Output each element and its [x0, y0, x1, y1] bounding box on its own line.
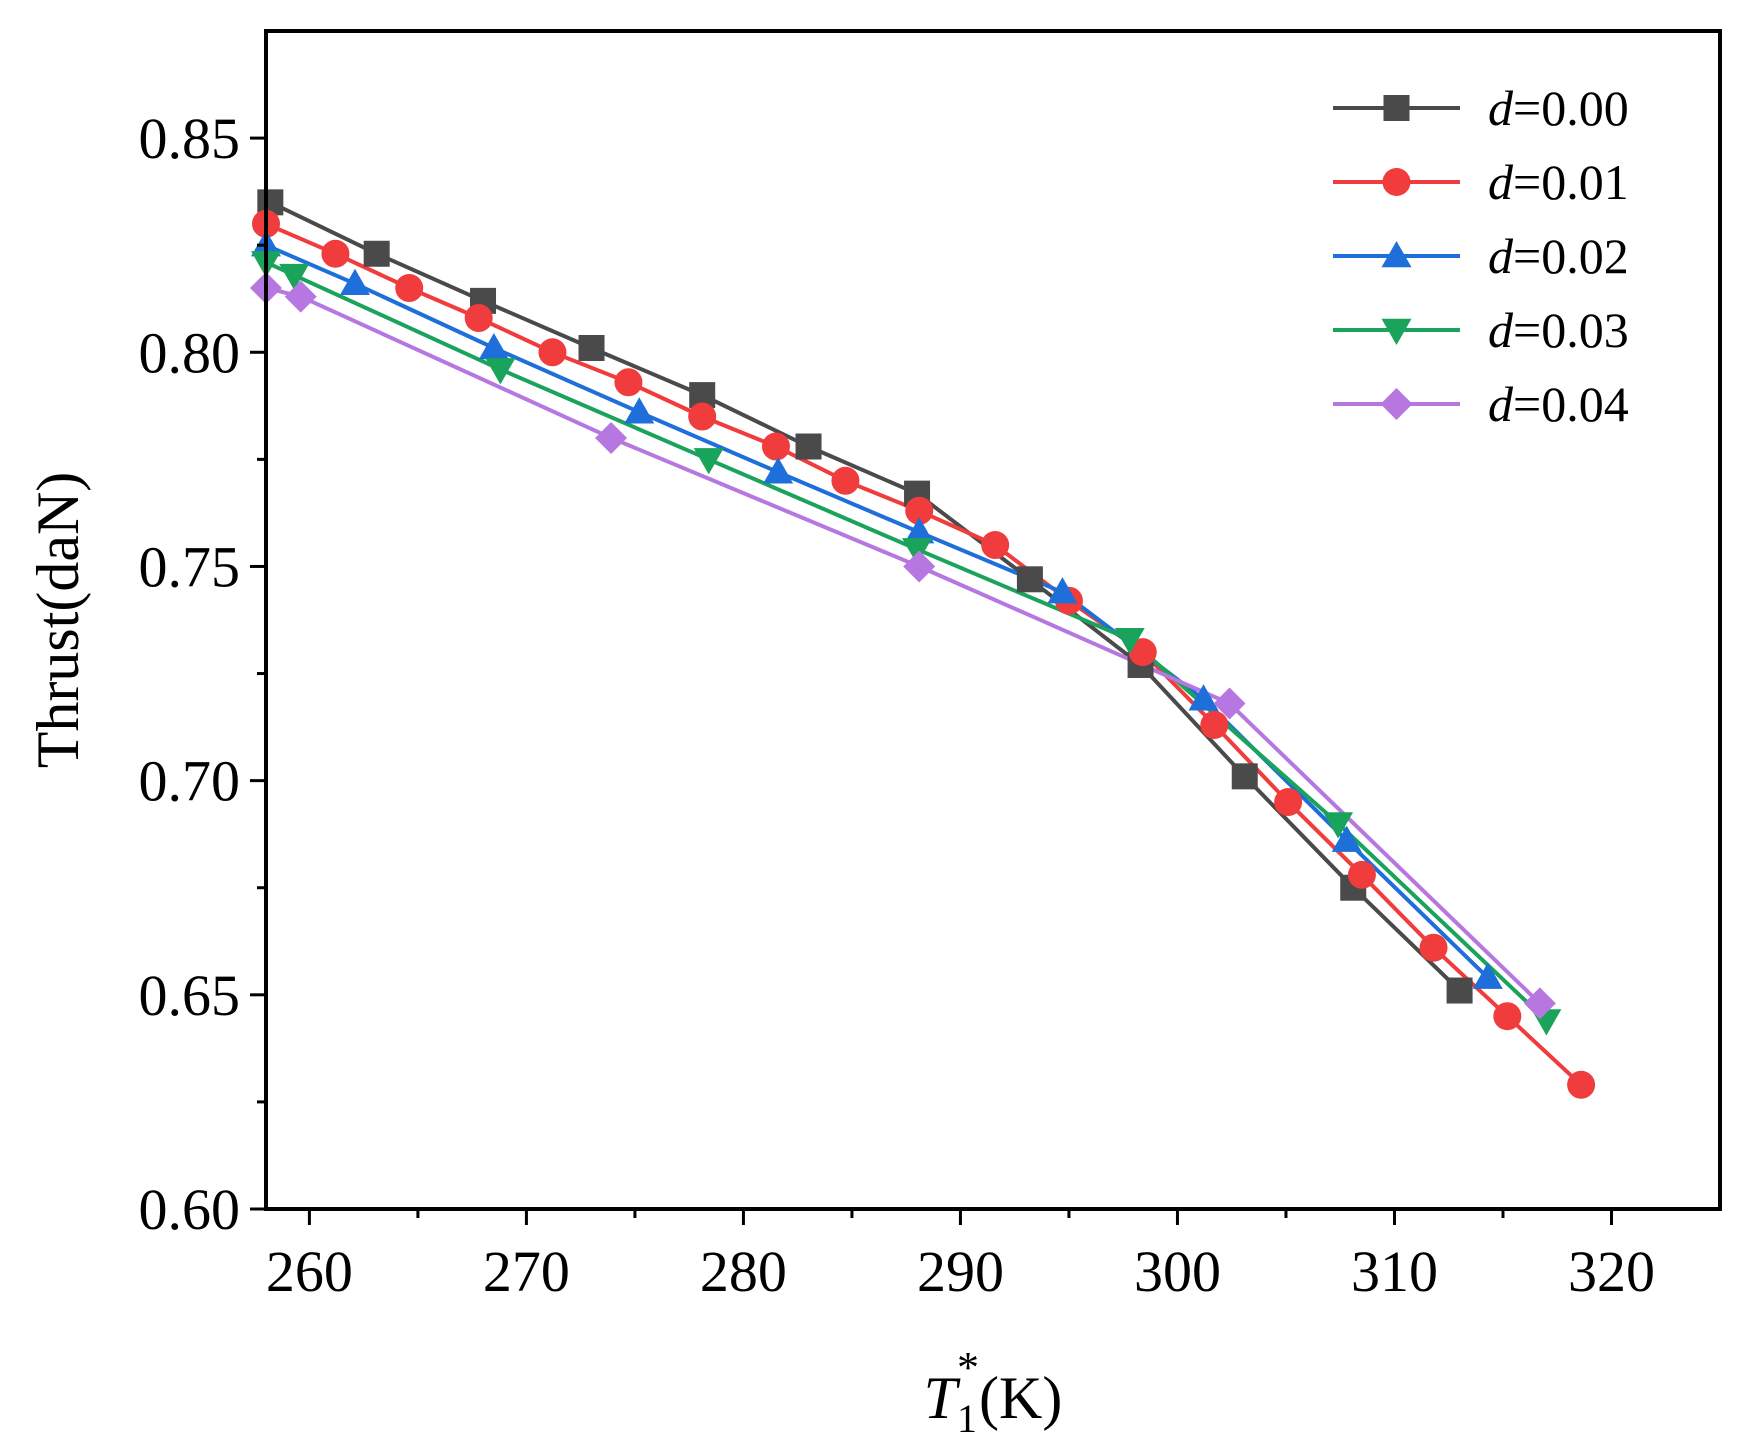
legend-label: d=0.01 [1488, 154, 1629, 210]
legend-label: d=0.00 [1488, 80, 1629, 136]
data-point-d1 [395, 274, 424, 303]
x-axis-title-sup: * [957, 1343, 979, 1392]
y-axis: 0.60 0.65 0.70 0.75 0.80 0.85 [139, 106, 266, 1242]
data-point-d1 [831, 466, 860, 495]
series-line-d2 [266, 243, 1490, 980]
data-point-d4 [595, 421, 628, 454]
x-tick-label: 320 [1568, 1239, 1655, 1304]
series-line-d0 [269, 200, 1461, 992]
data-point-d0 [363, 240, 390, 267]
data-point-d1 [688, 402, 717, 431]
data-point-d1 [905, 496, 934, 525]
data-point-d3 [485, 358, 516, 385]
data-point-d1 [538, 338, 567, 367]
data-point-d3 [1114, 628, 1145, 655]
data-point-d3 [1323, 812, 1354, 839]
data-point-d1 [1419, 933, 1448, 962]
y-tick-label: 0.75 [139, 534, 241, 599]
legend-swatch-marker [1381, 318, 1412, 345]
data-point-d1 [761, 432, 790, 461]
series-line-d3 [266, 260, 1548, 1022]
data-point-d1 [614, 368, 643, 397]
x-axis-title-sub: 1 [957, 1396, 977, 1440]
series-layer [266, 200, 1583, 1087]
x-axis-title-main: T [924, 1365, 961, 1431]
data-point-d1 [1274, 788, 1303, 817]
data-point-d2 [1188, 684, 1219, 711]
legend-item-d1: d=0.01 [1333, 154, 1629, 210]
x-axis-title-unit: (K) [979, 1365, 1062, 1431]
legend-label-value: =0.02 [1513, 228, 1629, 284]
legend-label-var: d [1488, 302, 1514, 358]
data-point-d4 [1213, 687, 1246, 720]
data-point-d1 [1493, 1002, 1522, 1031]
legend-item-d3: d=0.03 [1333, 302, 1629, 358]
x-tick-label: 280 [700, 1239, 787, 1304]
y-tick-label: 0.65 [139, 963, 241, 1028]
legend-swatch-marker [1380, 388, 1413, 420]
legend-label-value: =0.04 [1513, 376, 1629, 432]
legend: d=0.00d=0.01d=0.02d=0.03d=0.04 [1333, 80, 1629, 432]
x-tick-label: 270 [483, 1239, 570, 1304]
legend-label-value: =0.00 [1513, 80, 1629, 136]
data-point-d0 [1231, 763, 1258, 790]
data-point-d1 [1200, 710, 1229, 739]
data-point-d1 [1567, 1070, 1596, 1099]
data-point-d2 [478, 332, 509, 360]
x-tick-label: 310 [1351, 1239, 1438, 1304]
y-tick-label: 0.80 [139, 320, 241, 385]
x-axis: 260 270 280 290 300 310 320 [266, 1209, 1655, 1304]
data-point-d4 [903, 550, 936, 583]
data-point-d0 [1446, 977, 1473, 1004]
legend-label: d=0.02 [1488, 228, 1629, 284]
legend-swatch-marker [1383, 95, 1410, 121]
data-point-d2 [624, 397, 655, 424]
data-point-d0 [1016, 566, 1043, 593]
data-point-d3 [693, 448, 724, 475]
data-point-d2 [1331, 825, 1362, 852]
data-point-d2 [1472, 962, 1503, 989]
x-axis-title: T1*(K) [924, 1343, 1063, 1440]
data-point-d2 [904, 517, 935, 544]
y-tick-label: 0.85 [139, 106, 241, 171]
data-point-d1 [1128, 638, 1157, 667]
x-tick-label: 260 [266, 1239, 353, 1304]
data-point-d4 [284, 280, 317, 313]
legend-label-var: d [1488, 154, 1514, 210]
y-tick-label: 0.70 [139, 749, 241, 814]
y-tick-label: 0.60 [139, 1177, 241, 1242]
x-tick-label: 290 [917, 1239, 1004, 1304]
legend-label: d=0.04 [1488, 376, 1629, 432]
legend-swatch-marker [1382, 168, 1411, 196]
data-point-d2 [763, 457, 794, 484]
legend-label-var: d [1488, 228, 1514, 284]
data-point-d4 [1523, 987, 1556, 1020]
legend-swatch-marker [1381, 241, 1412, 268]
data-point-d2 [339, 268, 370, 295]
x-tick-label: 300 [1134, 1239, 1221, 1304]
legend-item-d2: d=0.02 [1333, 228, 1629, 284]
legend-label: d=0.03 [1488, 302, 1629, 358]
data-point-d0 [795, 433, 822, 460]
legend-label-var: d [1488, 80, 1514, 136]
data-point-d3 [902, 538, 933, 565]
data-point-d3 [279, 263, 310, 291]
data-point-d1 [981, 531, 1010, 560]
data-point-d1 [464, 304, 493, 333]
plot-frame [264, 29, 1722, 1211]
data-point-d0 [578, 334, 605, 361]
data-point-d2 [1047, 577, 1078, 604]
legend-label-value: =0.01 [1513, 154, 1629, 210]
legend-item-d4: d=0.04 [1333, 376, 1629, 432]
marker-layer [250, 189, 1596, 1099]
data-point-d1 [321, 239, 350, 268]
data-point-d1 [1347, 860, 1376, 889]
legend-item-d0: d=0.00 [1333, 80, 1629, 136]
y-axis-title: Thrust(daN) [25, 472, 91, 769]
legend-label-value: =0.03 [1513, 302, 1629, 358]
legend-label-var: d [1488, 376, 1514, 432]
